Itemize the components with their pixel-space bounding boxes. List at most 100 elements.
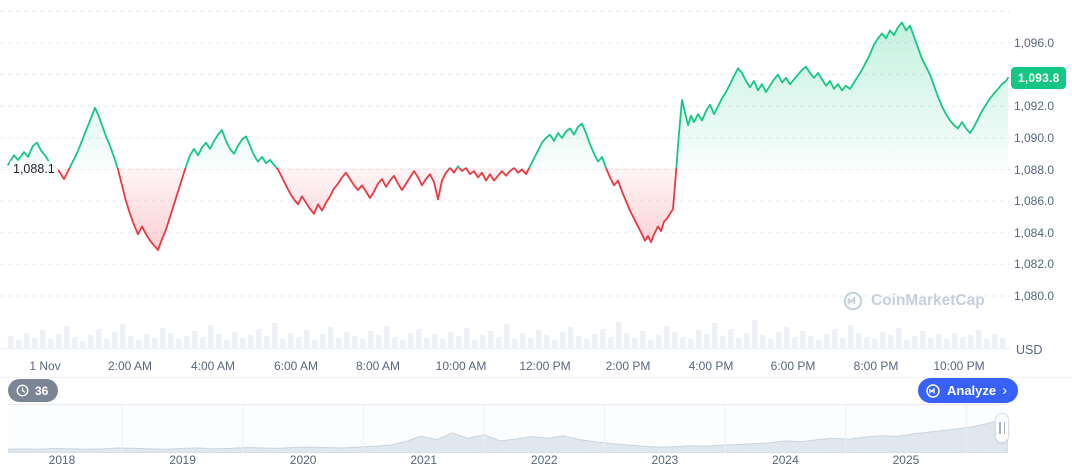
price-line-red — [55, 167, 678, 251]
volume-bar — [712, 323, 718, 348]
volume-bar — [448, 332, 454, 348]
volume-bar — [688, 339, 694, 348]
year-label: 2023 — [651, 453, 679, 467]
volume-bar — [928, 338, 934, 348]
volume-bar — [288, 333, 294, 348]
volume-bar — [592, 334, 598, 348]
volume-bar — [280, 339, 286, 348]
analyze-button[interactable]: Analyze › — [918, 378, 1019, 403]
volume-bar — [648, 340, 654, 348]
volume-bar — [904, 340, 910, 348]
volume-bar — [472, 340, 478, 348]
year-label: 2022 — [530, 453, 558, 467]
volume-bar — [1000, 338, 1006, 348]
volume-bar — [696, 330, 702, 348]
volume-bar — [480, 335, 486, 348]
volume-bar — [152, 338, 158, 348]
volume-bar — [184, 336, 190, 348]
analyze-label: Analyze — [947, 383, 997, 398]
volume-bar — [552, 340, 558, 348]
volume-bar — [832, 329, 838, 348]
volume-bar — [792, 337, 798, 348]
volume-bar — [392, 337, 398, 348]
volume-bar — [608, 337, 614, 348]
volume-bar — [344, 332, 350, 348]
volume-bar — [544, 335, 550, 348]
volume-bar — [272, 323, 278, 348]
volume-bar — [256, 329, 262, 348]
volume-bar — [408, 333, 414, 348]
volume-bar — [120, 324, 126, 348]
volume-bar — [864, 337, 870, 348]
volume-bar — [248, 335, 254, 348]
volume-bar — [464, 328, 470, 348]
volume-bar — [40, 330, 46, 348]
x-axis-label: 8:00 PM — [853, 359, 899, 373]
volume-bar — [24, 333, 30, 348]
volume-bar — [80, 341, 86, 348]
x-axis-label: 10:00 AM — [435, 359, 487, 373]
year-label: 2019 — [169, 453, 196, 467]
coinmarketcap-logo-icon — [843, 291, 863, 311]
volume-bar — [144, 334, 150, 348]
volume-bar — [840, 338, 846, 348]
volume-bar — [240, 338, 246, 348]
volume-bar — [936, 334, 942, 348]
history-badge[interactable]: 36 — [8, 379, 59, 402]
volume-bar — [848, 325, 854, 348]
x-axis-label: 6:00 PM — [770, 359, 816, 373]
price-chart-canvas[interactable] — [0, 0, 1010, 356]
volume-bar — [960, 337, 966, 348]
volume-bar — [656, 335, 662, 348]
volume-bar — [424, 338, 430, 348]
chevron-right-icon: › — [1002, 381, 1008, 399]
x-axis-label: 4:00 PM — [688, 359, 734, 373]
y-axis-label: 1,090.0 — [1014, 130, 1055, 145]
volume-bar — [336, 338, 342, 348]
y-axis-label: 1,088.0 — [1014, 162, 1055, 177]
date-range-brush[interactable] — [7, 404, 1009, 454]
volume-bar — [600, 329, 606, 348]
volume-bar — [192, 331, 198, 348]
price-line-green — [7, 21, 1009, 168]
volume-bar — [784, 327, 790, 348]
volume-bar — [72, 337, 78, 348]
history-minimap-canvas — [7, 405, 1009, 454]
x-axis-label: 10:00 PM — [933, 359, 985, 373]
volume-bar — [208, 325, 214, 348]
year-label: 2018 — [48, 453, 76, 467]
volume-bar — [352, 336, 358, 348]
volume-bar — [320, 334, 326, 348]
volume-bar — [400, 340, 406, 348]
volume-bar — [880, 332, 886, 348]
volume-bar — [88, 335, 94, 348]
volume-bar — [728, 329, 734, 348]
footer-separator — [0, 377, 1072, 378]
volume-bar — [896, 328, 902, 348]
grip-line — [999, 422, 1001, 434]
volume-bar — [560, 332, 566, 348]
volume-bar — [984, 339, 990, 348]
volume-bar — [664, 326, 670, 348]
volume-bar — [720, 336, 726, 348]
volume-bar — [632, 338, 638, 348]
volume-bar — [856, 333, 862, 348]
volume-bar — [952, 333, 958, 348]
brush-resize-handle[interactable] — [995, 413, 1009, 443]
volume-bar — [384, 326, 390, 348]
current-price-badge: 1,093.8 — [1011, 67, 1067, 89]
volume-bar — [944, 339, 950, 348]
volume-bar — [160, 328, 166, 348]
volume-bar — [920, 331, 926, 348]
y-axis-label: 1,084.0 — [1014, 225, 1055, 240]
volume-bar — [512, 339, 518, 348]
volume-bar — [824, 334, 830, 348]
volume-bar — [104, 339, 110, 348]
volume-bar — [112, 332, 118, 348]
price-area-above-baseline — [8, 22, 1008, 168]
volume-bar — [496, 337, 502, 348]
watermark-text: CoinMarketCap — [871, 292, 985, 309]
volume-bar — [568, 327, 574, 348]
watermark: CoinMarketCap — [842, 290, 985, 312]
